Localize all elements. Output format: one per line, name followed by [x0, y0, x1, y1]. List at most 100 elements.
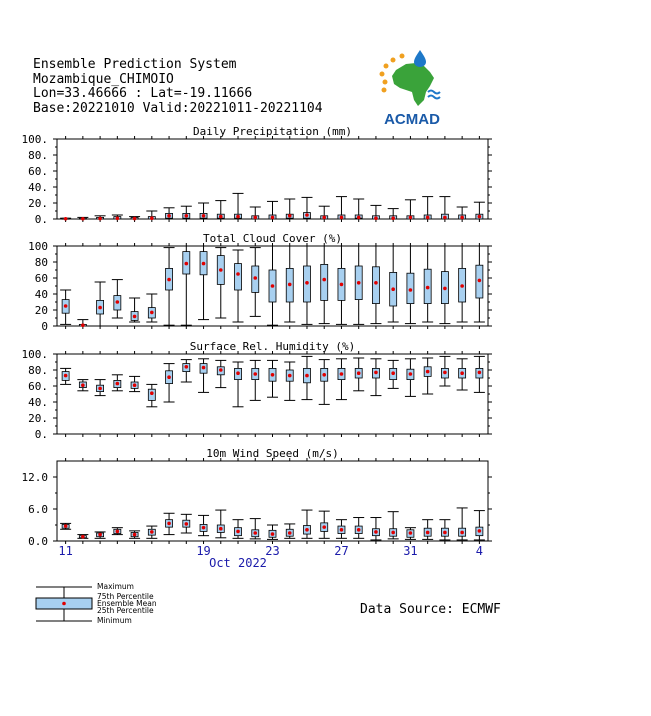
mean-point — [391, 287, 395, 292]
box-mark — [353, 245, 365, 325]
mean-point — [115, 300, 120, 304]
mean-point — [270, 532, 275, 536]
mean-point — [218, 268, 223, 272]
box-mark — [335, 519, 347, 539]
mean-point — [81, 534, 85, 539]
mean-point — [408, 288, 413, 292]
mean-point — [443, 530, 447, 535]
mean-point — [443, 370, 447, 375]
mean-point — [460, 530, 464, 535]
mean-point — [460, 371, 464, 376]
box-mark — [163, 207, 175, 220]
mean-point — [81, 383, 85, 388]
y-tick-label: 80. — [28, 149, 48, 162]
box-mark — [129, 375, 141, 393]
box-mark — [473, 201, 485, 220]
box-mark — [215, 247, 227, 319]
system-title: Ensemble Prediction System — [33, 57, 237, 72]
y-tick-label: 40. — [28, 181, 48, 194]
box-mark — [215, 509, 227, 539]
panel-3: Surface Rel. Humidity (%) 0. 20. 40. 60. 80. 1… — [22, 340, 492, 441]
mean-point — [374, 530, 378, 534]
x-tick-label: 31 — [403, 544, 417, 558]
mean-point — [305, 281, 309, 285]
acmad-text: ACMAD — [384, 111, 440, 128]
box-mark — [473, 510, 485, 541]
box-mark — [422, 245, 434, 323]
y-tick-label: 60. — [28, 165, 48, 178]
box-mark — [370, 204, 382, 220]
box-mark — [387, 359, 399, 389]
box-mark — [387, 208, 399, 220]
mean-point — [253, 531, 258, 535]
box-mark — [77, 319, 89, 328]
mean-point — [132, 383, 137, 388]
mean-point — [425, 285, 430, 290]
y-tick-label: 20. — [28, 197, 48, 210]
box-mark — [198, 202, 210, 220]
box-mark — [180, 245, 192, 326]
box-mark — [370, 245, 382, 325]
mean-point — [443, 286, 447, 291]
box-mark — [456, 245, 468, 323]
y-tick-label: 100 — [28, 240, 48, 253]
water-drop-icon — [414, 50, 426, 67]
box-mark — [284, 523, 296, 539]
mean-point — [391, 216, 395, 220]
mean-point — [477, 214, 482, 219]
box-mark — [387, 511, 399, 540]
panel-title: Daily Precipitation (mm) — [193, 125, 352, 138]
mean-point — [218, 526, 223, 531]
box-mark — [353, 517, 365, 539]
box-mark — [404, 199, 416, 220]
mean-point — [253, 215, 258, 220]
mean-point — [132, 314, 137, 319]
mean-point — [236, 214, 240, 219]
box-mark — [370, 358, 382, 397]
box-mark — [473, 355, 485, 393]
box-mark — [284, 361, 296, 401]
mean-point — [201, 214, 206, 218]
y-tick-label: 20. — [28, 412, 48, 425]
box-mark — [163, 247, 175, 326]
box-mark — [318, 245, 330, 325]
box-mark — [370, 517, 382, 541]
box-mark — [111, 214, 123, 221]
box-mark — [301, 355, 313, 401]
y-tick-label: 6.0 — [28, 503, 48, 516]
box-mark — [232, 249, 244, 323]
mean-point — [460, 215, 464, 220]
box-mark — [473, 245, 485, 323]
y-tick-label: 0. — [35, 428, 48, 441]
acmad-logo: ACMAD — [379, 50, 441, 128]
box-mark — [77, 534, 89, 539]
y-tick-label: 0 — [41, 320, 48, 333]
box-mark — [249, 206, 261, 220]
box-mark — [163, 363, 175, 403]
mean-point — [356, 528, 361, 532]
box-mark — [60, 289, 72, 325]
panel-2: Total Cloud Cover (%) 0 20 40 60 80 100 — [28, 232, 492, 333]
box-mark — [439, 245, 451, 325]
mean-point — [150, 391, 154, 396]
y-tick-label: 60. — [28, 380, 48, 393]
mean-point — [287, 373, 292, 378]
mean-point — [322, 277, 327, 282]
box-mark — [111, 279, 123, 319]
box-mark — [267, 524, 278, 540]
box-mark — [129, 297, 141, 323]
data-source-label: Data Source: ECMWF — [360, 602, 501, 617]
box-mark — [94, 281, 106, 327]
mean-point — [115, 381, 120, 386]
box-mark — [439, 196, 451, 220]
mean-point — [270, 215, 275, 220]
box-mark — [267, 200, 278, 220]
box-mark — [146, 525, 158, 539]
legend-p75-label: 75th Percentile — [97, 592, 154, 601]
mean-point — [270, 373, 275, 377]
africa-icon — [392, 63, 434, 106]
box-mark — [267, 245, 278, 326]
y-tick-label: 12.0 — [22, 471, 49, 484]
legend-p25-label: 25th Percentile — [97, 606, 154, 615]
mean-point — [167, 277, 171, 282]
